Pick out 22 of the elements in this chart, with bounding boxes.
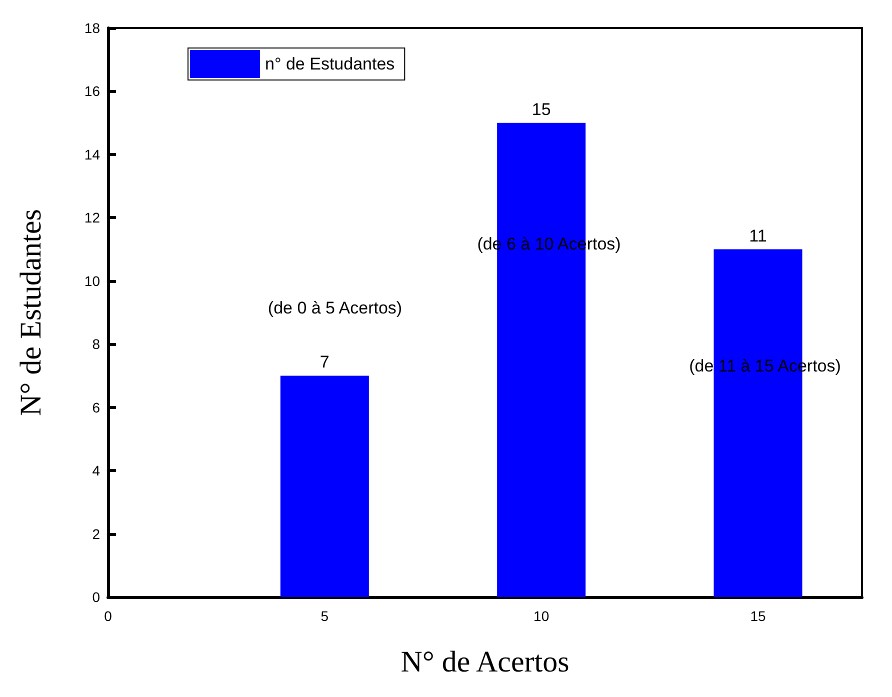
data-label: 15 (532, 100, 551, 119)
y-tick-label: 2 (92, 526, 100, 542)
y-tick-label: 18 (84, 20, 100, 36)
y-tick-label: 4 (92, 462, 100, 479)
y-tick-label: 14 (84, 146, 100, 162)
data-label: 7 (320, 352, 330, 372)
x-tick-label: 15 (750, 608, 766, 624)
y-tick-label: 12 (84, 210, 100, 226)
annotation: (de 0 à 5 Acertos) (268, 298, 402, 318)
y-tick-label: 8 (92, 336, 100, 352)
y-tick-label: 0 (92, 589, 100, 605)
data-label: 11 (749, 226, 767, 246)
x-tick-label: 0 (104, 608, 112, 624)
x-tick-label: 5 (320, 608, 329, 624)
x-tick-label: 10 (534, 608, 550, 624)
y-tick-label: 10 (84, 272, 100, 289)
y-tick-label: 16 (84, 83, 100, 100)
y-tick-label: 6 (92, 399, 100, 416)
bar (280, 376, 369, 597)
legend-label: n° de Estudantes (265, 54, 395, 74)
y-axis-title: N° de Estudantes (14, 209, 48, 416)
x-axis-title: N° de Acertos (400, 646, 570, 678)
